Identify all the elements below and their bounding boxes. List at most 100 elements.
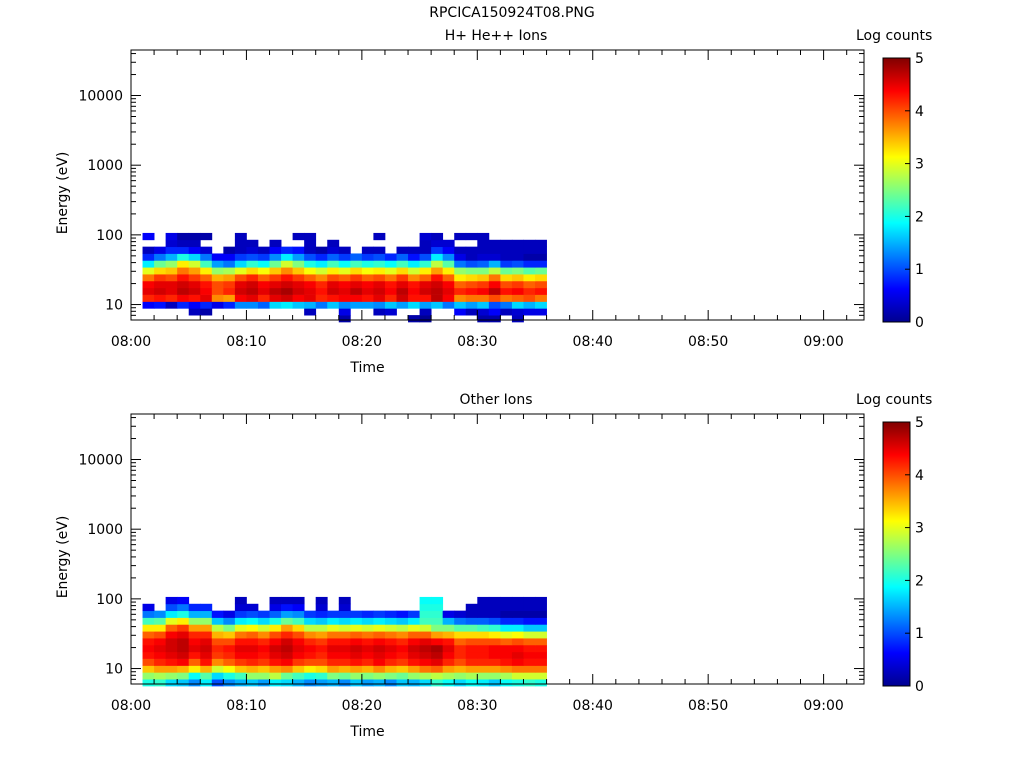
heatmap-cell xyxy=(396,274,409,282)
heatmap-cell xyxy=(511,658,524,666)
heatmap-cell xyxy=(477,672,490,680)
heatmap-cell xyxy=(500,617,513,625)
heatmap-cell xyxy=(442,260,455,268)
heatmap-cell xyxy=(396,294,409,302)
heatmap-cell xyxy=(315,603,328,612)
heatmap-cell xyxy=(465,308,478,316)
heatmap-cell xyxy=(292,260,305,268)
heatmap-cell xyxy=(200,280,213,289)
heatmap-cell xyxy=(500,679,513,687)
heatmap-cell xyxy=(246,280,259,289)
heatmap-cell xyxy=(188,658,201,666)
heatmap-cell xyxy=(304,267,317,275)
heatmap-cell xyxy=(269,274,282,282)
heatmap-cell xyxy=(396,679,409,687)
heatmap-cell xyxy=(188,232,201,241)
heatmap-cell xyxy=(281,267,293,275)
heatmap-cell xyxy=(477,651,490,659)
heatmap-cell xyxy=(338,665,351,673)
heatmap-cell xyxy=(396,260,409,268)
heatmap-cell xyxy=(327,679,340,687)
heatmap-cell xyxy=(511,274,524,282)
heatmap-cell xyxy=(373,301,386,309)
y-tick-label: 10 xyxy=(105,662,123,678)
heatmap-cell xyxy=(384,294,397,302)
heatmap-cell xyxy=(442,610,455,618)
heatmap-cell xyxy=(408,617,420,625)
heatmap-cell xyxy=(304,301,317,309)
heatmap-cell xyxy=(419,665,432,673)
heatmap-cell xyxy=(535,651,547,659)
heatmap-cell xyxy=(442,631,455,639)
heatmap-cell xyxy=(200,665,213,673)
heatmap-cell xyxy=(431,246,444,254)
heatmap-cell xyxy=(165,672,178,680)
heatmap-cell xyxy=(535,679,547,687)
heatmap-cell xyxy=(142,610,155,618)
heatmap-cell xyxy=(396,280,409,289)
heatmap-cell xyxy=(535,631,547,639)
heatmap-cell xyxy=(477,253,490,261)
heatmap-cell xyxy=(188,665,201,673)
heatmap-cell xyxy=(246,672,259,680)
heatmap-cell xyxy=(408,301,420,309)
heatmap-cell xyxy=(223,294,236,302)
heatmap-cell xyxy=(500,253,513,261)
heatmap-cell xyxy=(373,679,386,687)
heatmap-cell xyxy=(269,603,282,612)
heatmap-cell xyxy=(200,672,213,680)
colorbar xyxy=(882,57,911,323)
heatmap-cell xyxy=(269,617,282,625)
heatmap-cell xyxy=(384,644,397,653)
heatmap-cell xyxy=(488,638,501,646)
heatmap-cell xyxy=(154,658,167,666)
heatmap-cell xyxy=(211,301,224,309)
heatmap-cell xyxy=(373,624,386,632)
heatmap-cell xyxy=(142,280,155,289)
heatmap-cell xyxy=(269,239,282,248)
heatmap-cell xyxy=(234,679,247,687)
heatmap-cell xyxy=(188,603,201,612)
heatmap-cell xyxy=(154,624,167,632)
heatmap-cell xyxy=(327,301,340,309)
heatmap-cell xyxy=(477,638,490,646)
heatmap-cell xyxy=(384,260,397,268)
heatmap-cell xyxy=(142,631,155,639)
heatmap-cell xyxy=(431,287,444,295)
heatmap-cell xyxy=(223,301,236,309)
heatmap-cell xyxy=(281,610,293,618)
heatmap-cell xyxy=(419,232,432,241)
heatmap-cell xyxy=(419,246,432,254)
heatmap-cell xyxy=(338,672,351,680)
heatmap-cell xyxy=(361,610,374,618)
heatmap-cell xyxy=(327,260,340,268)
heatmap-cell xyxy=(454,246,467,254)
heatmap-cell xyxy=(419,294,432,302)
heatmap-cell xyxy=(500,280,513,289)
heatmap-cell xyxy=(477,679,490,687)
heatmap-cell xyxy=(304,280,317,289)
heatmap-cell xyxy=(177,679,190,687)
heatmap-cell xyxy=(408,638,420,646)
heatmap-cell xyxy=(523,672,536,680)
heatmap-cell xyxy=(223,267,236,275)
heatmap-cell xyxy=(292,253,305,261)
heatmap-cell xyxy=(142,665,155,673)
heatmap-cell xyxy=(465,603,478,612)
heatmap-cell xyxy=(327,280,340,289)
heatmap-cell xyxy=(327,631,340,639)
heatmap-cell xyxy=(200,260,213,268)
heatmap-cell xyxy=(419,267,432,275)
heatmap-cell xyxy=(281,651,293,659)
heatmap-cell xyxy=(488,315,501,323)
heatmap-cell xyxy=(200,253,213,261)
heatmap-cell xyxy=(200,617,213,625)
heatmap-cell xyxy=(188,672,201,680)
heatmap-cell xyxy=(327,651,340,659)
heatmap-cell xyxy=(535,617,547,625)
heatmap-cell xyxy=(396,267,409,275)
heatmap-cell xyxy=(535,280,547,289)
heatmap-cell xyxy=(257,287,270,295)
heatmap-cell xyxy=(269,665,282,673)
heatmap-cell xyxy=(511,631,524,639)
